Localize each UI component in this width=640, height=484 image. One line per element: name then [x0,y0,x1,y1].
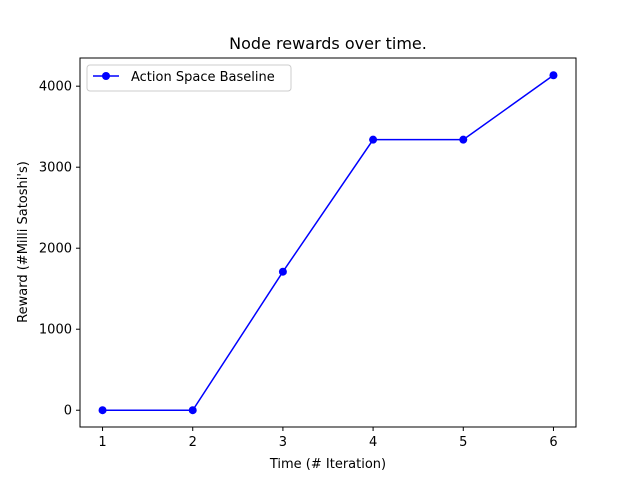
data-point [188,406,197,415]
y-tick-label: 3000 [39,161,72,176]
y-tick-label: 1000 [39,323,72,338]
y-tick-label: 4000 [39,80,72,95]
series-line [102,74,554,411]
x-tick-label: 6 [549,435,557,450]
legend-box [86,64,292,92]
x-tick-label: 4 [369,435,377,450]
data-point [459,135,468,144]
y-axis: 0 1000 2000 3000 4000 [39,80,80,419]
data-point [369,135,378,144]
data-point [549,71,558,80]
data-point [98,406,107,415]
x-axis-label: Time (# Iteration) [269,457,386,472]
x-tick-label: 1 [98,435,106,450]
series-layer [98,71,558,415]
y-tick-label: 0 [64,404,72,419]
legend: Action Space Baseline [86,64,292,92]
x-tick-label: 5 [459,435,467,450]
x-tick-label: 3 [279,435,287,450]
x-axis: 1 2 3 4 5 6 [98,427,558,450]
data-point [278,267,287,276]
plot-frame [79,57,577,428]
legend-series-label: Action Space Baseline [131,70,275,85]
chart-title: Node rewards over time. [229,34,427,53]
y-axis-label: Reward (#Milli Satoshi's) [16,161,31,323]
x-tick-label: 2 [189,435,197,450]
legend-series-marker [102,72,110,80]
y-tick-label: 2000 [39,242,72,257]
